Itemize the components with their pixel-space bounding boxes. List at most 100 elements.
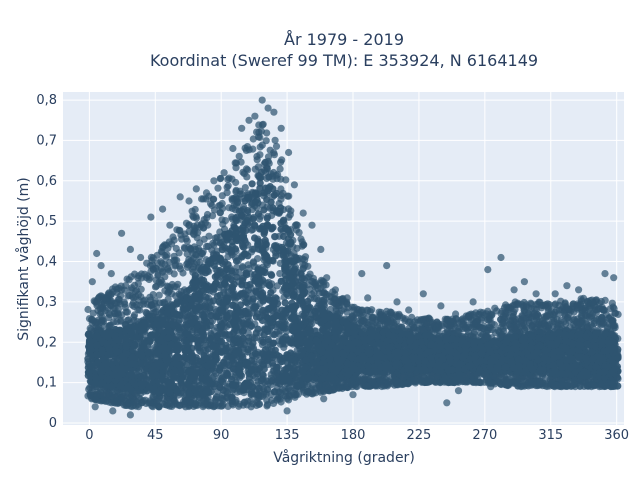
data-point: [282, 392, 290, 400]
data-point: [463, 377, 472, 386]
data-point: [106, 321, 114, 330]
data-point: [170, 236, 178, 244]
data-point: [433, 373, 441, 381]
data-point: [251, 165, 259, 173]
data-point: [118, 311, 126, 319]
data-point: [198, 195, 206, 203]
data-point: [203, 242, 211, 250]
data-point: [230, 201, 238, 209]
data-point: [524, 314, 533, 322]
data-point: [249, 135, 257, 143]
data-point: [185, 255, 193, 264]
data-point: [563, 314, 572, 322]
data-point: [323, 290, 331, 299]
data-point: [310, 289, 318, 297]
data-point: [588, 314, 596, 322]
data-point: [563, 381, 571, 389]
data-point: [249, 145, 257, 153]
data-point: [162, 253, 170, 261]
data-point: [153, 259, 162, 267]
chart-title-line2: Koordinat (Sweref 99 TM): E 353924, N 61…: [150, 51, 538, 70]
data-point: [208, 374, 217, 382]
data-point: [183, 237, 191, 245]
data-point: [276, 165, 284, 173]
data-point: [127, 286, 135, 294]
data-point: [114, 299, 122, 307]
data-point: [182, 219, 191, 227]
data-point: [378, 382, 386, 391]
data-point: [480, 325, 488, 333]
data-point: [464, 312, 472, 320]
data-point: [139, 397, 147, 405]
data-point: [255, 121, 263, 129]
data-point: [553, 321, 561, 329]
data-point: [204, 221, 212, 229]
data-point: [113, 398, 121, 406]
data-point: [107, 392, 115, 400]
data-point: [216, 175, 224, 183]
data-point: [117, 316, 125, 324]
data-point: [595, 299, 604, 308]
data-point: [530, 309, 539, 318]
data-point: [577, 295, 585, 303]
data-point: [235, 402, 243, 410]
data-point: [273, 396, 281, 404]
data-point: [551, 300, 560, 308]
data-point: [134, 306, 142, 314]
data-point: [304, 262, 312, 270]
data-point: [242, 146, 250, 154]
data-point: [508, 313, 516, 321]
data-point: [270, 149, 278, 157]
data-point: [91, 298, 99, 306]
data-point: [208, 201, 216, 210]
data-point: [469, 378, 477, 386]
data-point: [598, 314, 606, 322]
data-point: [161, 241, 169, 249]
data-point: [189, 263, 198, 271]
data-point: [164, 265, 172, 273]
data-point: [157, 280, 165, 288]
data-point: [282, 176, 290, 184]
data-point: [196, 239, 204, 247]
data-point: [255, 400, 263, 409]
data-point: [223, 183, 231, 191]
data-point: [100, 397, 108, 405]
data-point: [241, 184, 249, 192]
data-point: [561, 300, 569, 308]
data-point: [174, 280, 182, 288]
data-point: [304, 388, 312, 396]
data-point: [118, 394, 126, 402]
data-point: [547, 307, 555, 315]
data-point: [292, 226, 300, 234]
data-point: [271, 233, 279, 241]
data-point: [309, 278, 317, 286]
data-point: [84, 305, 92, 314]
data-point: [193, 221, 201, 229]
data-point: [506, 303, 514, 311]
data-point: [404, 380, 412, 388]
data-point: [271, 136, 279, 144]
data-point: [131, 270, 139, 278]
data-point: [194, 229, 202, 237]
data-point: [343, 379, 351, 387]
data-point: [89, 309, 97, 317]
data-point: [286, 211, 294, 219]
data-point: [231, 159, 239, 167]
data-point: [611, 321, 619, 330]
data-point: [301, 253, 310, 261]
data-point: [263, 402, 271, 410]
data-point: [161, 300, 169, 308]
data-point: [494, 376, 502, 384]
data-point: [99, 391, 107, 399]
data-point: [188, 207, 196, 215]
data-point: [235, 152, 243, 160]
data-point: [256, 151, 264, 159]
data-point: [189, 250, 197, 258]
data-point: [380, 314, 388, 322]
data-point: [343, 308, 351, 316]
data-point: [91, 396, 100, 404]
data-point: [606, 305, 615, 313]
data-point: [248, 245, 256, 253]
data-point: [518, 320, 526, 328]
